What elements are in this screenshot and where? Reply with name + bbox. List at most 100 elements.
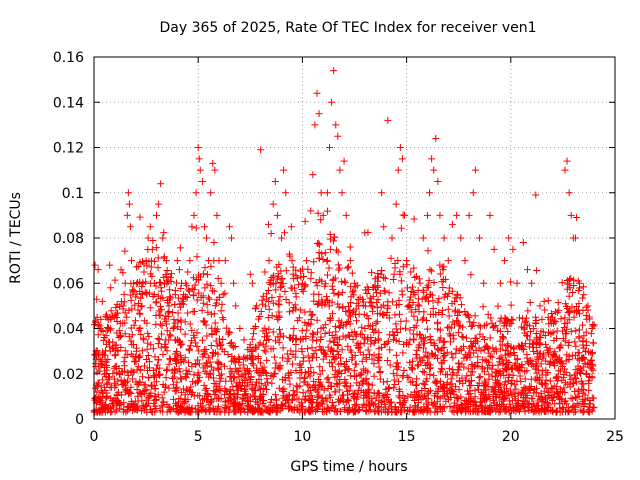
data-point xyxy=(111,383,119,391)
data-point xyxy=(102,332,110,340)
data-point xyxy=(240,355,248,363)
data-point xyxy=(391,381,399,389)
data-point xyxy=(338,189,346,197)
data-point xyxy=(318,250,326,258)
data-point xyxy=(300,378,308,386)
data-point xyxy=(532,343,540,351)
data-point xyxy=(215,359,223,367)
data-point xyxy=(162,312,170,320)
data-point xyxy=(460,363,468,371)
data-point xyxy=(138,390,146,398)
data-point xyxy=(503,385,511,393)
data-point xyxy=(434,393,442,401)
data-point xyxy=(313,316,321,324)
data-point xyxy=(572,342,580,350)
data-point xyxy=(274,270,282,278)
data-point xyxy=(201,367,209,375)
data-point xyxy=(446,338,454,346)
data-point xyxy=(572,375,580,383)
data-point xyxy=(465,211,473,219)
data-point xyxy=(566,380,574,388)
data-point xyxy=(257,307,265,315)
data-point xyxy=(93,351,101,359)
data-point xyxy=(204,308,212,316)
data-point xyxy=(505,371,513,379)
data-point xyxy=(123,387,131,395)
data-point xyxy=(370,351,378,359)
data-point xyxy=(319,255,327,263)
data-point xyxy=(298,327,306,335)
data-point xyxy=(550,320,558,328)
data-point xyxy=(269,272,277,280)
data-point xyxy=(210,287,218,295)
data-point xyxy=(479,303,487,311)
data-point xyxy=(358,323,366,331)
data-point xyxy=(307,207,315,215)
data-point xyxy=(328,363,336,371)
data-point xyxy=(423,293,431,301)
data-point xyxy=(215,293,223,301)
data-point xyxy=(323,375,331,383)
data-point xyxy=(217,387,225,395)
data-point xyxy=(188,363,196,371)
data-point xyxy=(196,166,204,174)
data-point xyxy=(372,285,380,293)
data-point xyxy=(93,313,101,321)
data-point xyxy=(250,407,258,415)
data-point xyxy=(99,376,107,384)
data-point xyxy=(309,407,317,415)
data-point xyxy=(97,326,105,334)
data-point xyxy=(376,289,384,297)
data-point xyxy=(413,375,421,383)
data-point xyxy=(352,400,360,408)
data-point xyxy=(426,336,434,344)
data-point xyxy=(137,303,145,311)
data-point xyxy=(428,291,436,299)
data-point xyxy=(467,271,475,279)
data-point xyxy=(438,360,446,368)
data-point xyxy=(517,323,525,331)
data-point xyxy=(170,373,178,381)
data-point xyxy=(277,401,285,409)
data-point xyxy=(505,351,513,359)
data-point xyxy=(428,155,436,163)
data-point xyxy=(160,229,168,237)
data-point xyxy=(504,327,512,335)
data-point xyxy=(440,404,448,412)
data-point xyxy=(528,403,536,411)
y-tick-label: 0.04 xyxy=(53,322,84,338)
data-point xyxy=(174,309,182,317)
data-point xyxy=(470,339,478,347)
data-point xyxy=(299,405,307,413)
data-point xyxy=(424,247,432,255)
data-point xyxy=(332,354,340,362)
data-point xyxy=(146,392,154,400)
data-point xyxy=(382,390,390,398)
data-point xyxy=(413,403,421,411)
data-point xyxy=(348,288,356,296)
data-point xyxy=(299,335,307,343)
data-point xyxy=(454,291,462,299)
data-point xyxy=(241,391,249,399)
data-point xyxy=(356,371,364,379)
data-point xyxy=(474,382,482,390)
data-point xyxy=(405,302,413,310)
data-point xyxy=(564,304,572,312)
data-point xyxy=(342,363,350,371)
data-point xyxy=(480,368,488,376)
data-point xyxy=(551,308,559,316)
data-point xyxy=(357,340,365,348)
data-point xyxy=(336,376,344,384)
data-point xyxy=(206,358,214,366)
y-tick-label: 0 xyxy=(75,412,84,428)
data-point xyxy=(465,390,473,398)
data-point xyxy=(111,352,119,360)
data-point xyxy=(257,408,265,416)
data-point xyxy=(200,223,208,231)
data-point xyxy=(127,280,135,288)
data-point xyxy=(579,337,587,345)
data-point xyxy=(262,302,270,310)
data-point xyxy=(270,370,278,378)
data-point xyxy=(496,370,504,378)
data-point xyxy=(388,234,396,242)
